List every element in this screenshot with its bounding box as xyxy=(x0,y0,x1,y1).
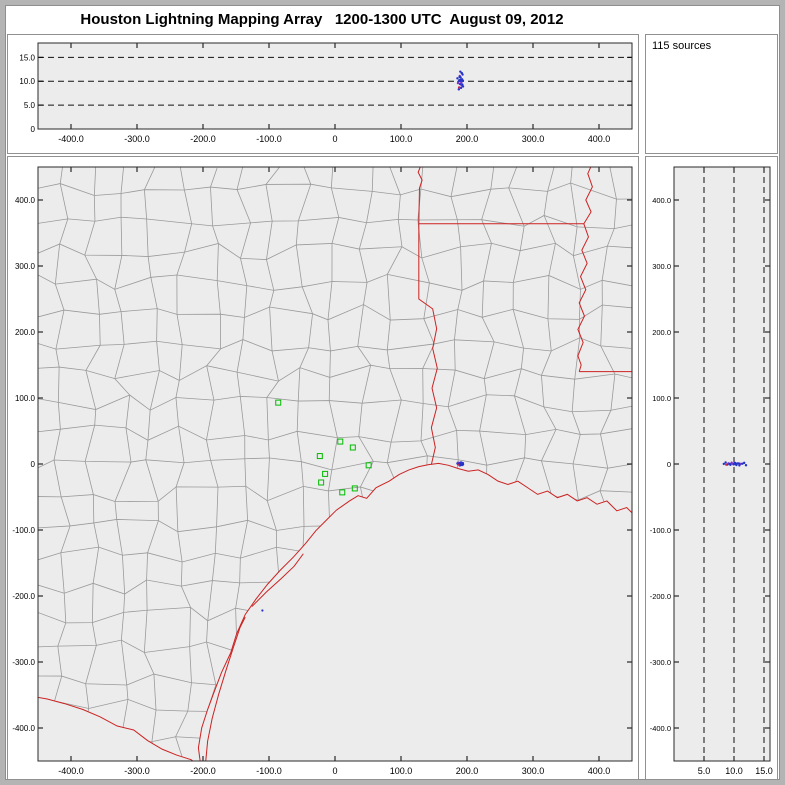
alt-vs-ns-plot: 5.0 10.0 15.0 -400.0 -300.0 -200.0 -100.0 0 100.… xyxy=(650,166,773,776)
x-tick-label: 10.0 xyxy=(725,766,743,776)
altitude-gridlines xyxy=(38,56,632,106)
y-tick-label: 0 xyxy=(31,460,36,469)
x-tick-label: -200.0 xyxy=(190,134,216,144)
coastline xyxy=(197,462,632,761)
y-tick-label: -300.0 xyxy=(12,658,35,667)
x-tick-label: -400.0 xyxy=(58,766,84,776)
x-tick-label: 400.0 xyxy=(588,766,611,776)
x-tick-label: -300.0 xyxy=(124,134,150,144)
x-tick-label: 300.0 xyxy=(522,766,545,776)
plan-view-map-panel: -400.0 -300.0 -200.0 -100.0 0 100.0 200.0 300.0… xyxy=(7,156,639,780)
lma-station-markers xyxy=(275,399,372,496)
x-tick-label: 0 xyxy=(332,766,337,776)
matagorda-island xyxy=(251,553,304,607)
plot-frame xyxy=(673,166,771,762)
plot-frame xyxy=(37,42,633,130)
rio-grande xyxy=(38,696,194,761)
y-tick-label: 10.0 xyxy=(19,77,35,86)
x-tick-label: 400.0 xyxy=(588,134,611,144)
y-tick-label: -400.0 xyxy=(12,724,35,733)
lightning-sources-plan-view xyxy=(261,461,465,612)
y-tick-label: 5.0 xyxy=(24,101,36,110)
alt-vs-ew-plot: -400.0 -300.0 -200.0 -100.0 0 100.0 200.0 300.0… xyxy=(19,42,633,144)
x-tick-label: -100.0 xyxy=(256,134,282,144)
x-tick-label: -400.0 xyxy=(58,134,84,144)
alt-vs-ns-panel: 5.0 10.0 15.0 -400.0 -300.0 -200.0 -100.0 0 100.… xyxy=(645,156,778,780)
y-tick-label: 300.0 xyxy=(652,262,671,271)
y-tick-label: -100.0 xyxy=(650,526,671,535)
plot-frame xyxy=(673,166,771,762)
x-tick-label: 300.0 xyxy=(522,134,545,144)
lightning-sources-alt-ew xyxy=(456,70,465,91)
x-tick-label: -200.0 xyxy=(190,766,216,776)
sabine-tx-la-border xyxy=(418,223,438,465)
x-tick-label: -100.0 xyxy=(256,766,282,776)
y-tick-label: -300.0 xyxy=(650,658,671,667)
plot-frame xyxy=(37,42,633,130)
y-tick-label: 0 xyxy=(667,460,671,469)
y-tick-label: -400.0 xyxy=(650,724,671,733)
y-tick-label: 100.0 xyxy=(652,394,671,403)
plan-view-map: -400.0 -300.0 -200.0 -100.0 0 100.0 200.0 300.0… xyxy=(12,166,633,776)
lightning-sources-alt-ns xyxy=(722,461,748,467)
tx-ar-border xyxy=(417,167,423,224)
y-tick-label: -200.0 xyxy=(12,592,35,601)
y-tick-label: -200.0 xyxy=(650,592,671,601)
y-tick-label: 0 xyxy=(31,125,36,134)
page-title: Houston Lightning Mapping Array 1200-130… xyxy=(80,11,564,28)
x-tick-label: -300.0 xyxy=(124,766,150,776)
x-tick-label: 100.0 xyxy=(390,766,413,776)
y-tick-label: 200.0 xyxy=(652,328,671,337)
y-tick-label: 100.0 xyxy=(15,394,36,403)
y-tick-label: 300.0 xyxy=(15,262,36,271)
y-tick-label: 400.0 xyxy=(652,196,671,205)
source-count-panel: 115 sources xyxy=(645,34,778,154)
x-tick-label: 100.0 xyxy=(390,134,413,144)
x-tick-label: 15.0 xyxy=(755,766,773,776)
y-tick-label: 200.0 xyxy=(15,328,36,337)
x-tick-label: 200.0 xyxy=(456,766,479,776)
plot-frame xyxy=(37,166,633,762)
y-tick-label: 400.0 xyxy=(15,196,36,205)
x-tick-label: 5.0 xyxy=(698,766,711,776)
y-tick-label: 15.0 xyxy=(19,53,35,62)
source-count-label: 115 sources xyxy=(652,40,712,52)
altitude-gridlines xyxy=(703,167,765,761)
x-tick-label: 200.0 xyxy=(456,134,479,144)
x-tick-label: 0 xyxy=(332,134,337,144)
alt-vs-ew-panel: -400.0 -300.0 -200.0 -100.0 0 100.0 200.0 300.0… xyxy=(7,34,639,154)
plot-frame xyxy=(37,166,633,762)
state-borders-and-coastline xyxy=(38,167,632,761)
padre-island xyxy=(205,616,246,761)
mississippi-river xyxy=(577,167,593,372)
y-tick-label: -100.0 xyxy=(12,526,35,535)
